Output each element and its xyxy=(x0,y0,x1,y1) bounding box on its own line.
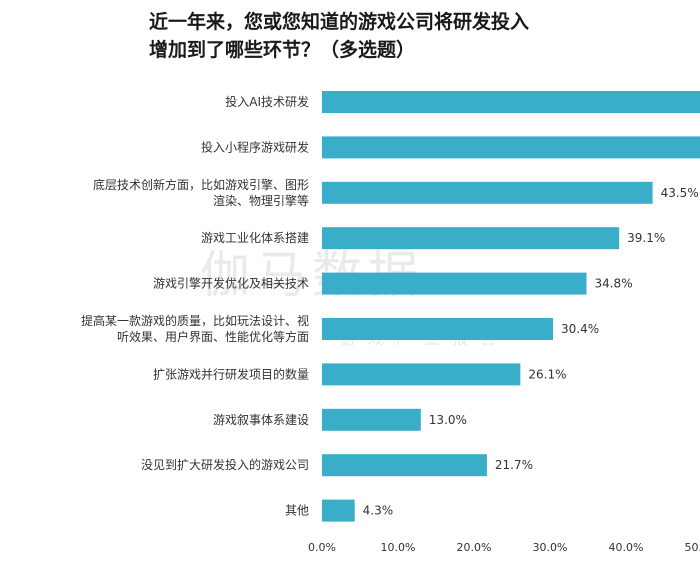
x-tick-label: 0.0% xyxy=(308,541,336,554)
category-label: 游戏引擎开发优化及相关技术 xyxy=(153,276,309,291)
bar xyxy=(322,408,421,431)
bar xyxy=(322,136,700,159)
category-label: 游戏叙事体系建设 xyxy=(213,413,309,427)
data-label: 13.0% xyxy=(429,413,467,427)
category-label: 扩张游戏并行研发项目的数量 xyxy=(153,366,309,381)
category-label: 投入AI技术研发 xyxy=(225,94,309,109)
x-tick-label: 20.0% xyxy=(457,541,492,554)
data-label: 4.3% xyxy=(363,504,394,518)
x-tick-label: 40.0% xyxy=(609,541,644,554)
category-label: 投入小程序游戏研发 xyxy=(201,139,309,154)
data-label: 39.1% xyxy=(627,231,665,245)
chart-title-line-1: 近一年来，您或您知道的游戏公司将研发投入 xyxy=(149,11,530,33)
data-label: 21.7% xyxy=(495,458,533,472)
bar xyxy=(322,318,554,340)
bar xyxy=(322,499,355,522)
category-label: 底层技术创新方面，比如游戏引擎、图形 xyxy=(93,177,309,192)
bar xyxy=(322,363,521,386)
x-tick-label: 50.0% xyxy=(685,541,700,554)
data-label: 43.5% xyxy=(661,186,699,200)
category-label: 提高某一款游戏的质量，比如玩法设计、视 xyxy=(81,313,309,328)
chart-title-line-2: 增加到了哪些环节？（多选题） xyxy=(149,39,416,61)
category-label: 渲染、物理引擎等 xyxy=(213,193,309,208)
bar xyxy=(322,454,487,477)
category-label: 没见到扩大研发投入的游戏公司 xyxy=(141,457,309,472)
bar xyxy=(322,91,700,113)
chart-title: 近一年来，您或您知道的游戏公司将研发投入 增加到了哪些环节？（多选题） xyxy=(149,8,669,64)
category-label: 游戏工业化体系搭建 xyxy=(201,231,309,245)
category-label: 听效果、用户界面、性能优化等方面 xyxy=(117,329,309,344)
bar xyxy=(322,272,587,295)
category-label: 其他 xyxy=(285,504,309,518)
bar xyxy=(322,227,620,250)
data-label: 30.4% xyxy=(561,322,599,336)
bar xyxy=(322,181,653,204)
x-tick-label: 10.0% xyxy=(381,541,416,554)
data-label: 26.1% xyxy=(528,367,566,381)
x-tick-label: 30.0% xyxy=(533,541,568,554)
data-label: 34.8% xyxy=(594,277,632,291)
